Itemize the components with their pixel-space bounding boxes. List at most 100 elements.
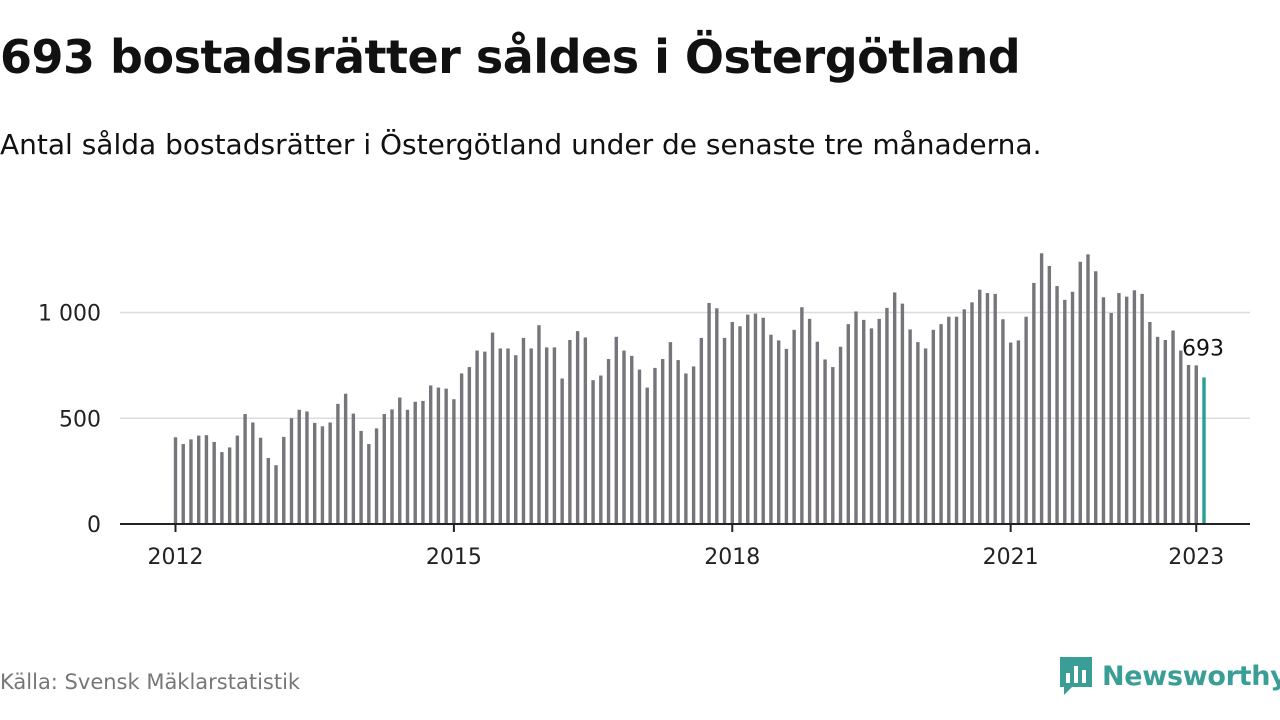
bar	[1078, 261, 1082, 524]
bar	[792, 329, 796, 524]
bar	[459, 373, 464, 524]
bar	[947, 316, 951, 524]
bar	[1047, 265, 1052, 524]
bar	[1163, 340, 1168, 524]
x-tick-label: 2012	[148, 545, 204, 570]
bar	[668, 342, 673, 524]
bar	[204, 435, 209, 524]
bar	[552, 347, 557, 524]
bar	[877, 318, 881, 524]
bar	[1008, 342, 1013, 524]
bar	[312, 422, 317, 524]
bar	[815, 341, 820, 524]
bar	[637, 369, 642, 524]
bar	[707, 302, 711, 524]
bar	[413, 401, 417, 524]
bar	[622, 350, 626, 524]
bar	[962, 309, 966, 524]
bar	[1132, 290, 1137, 524]
bar	[1063, 299, 1067, 524]
bar	[297, 409, 301, 524]
bar	[1094, 271, 1098, 524]
bar	[970, 302, 974, 524]
bar	[235, 435, 240, 524]
bar	[529, 348, 533, 524]
bar	[1179, 350, 1183, 524]
y-tick-label: 1 000	[38, 302, 101, 327]
bar	[568, 340, 572, 524]
bar	[1024, 316, 1028, 524]
bar-chart: 0 500 1 000 2012 2015 2018 2021 2023 693	[38, 253, 1250, 571]
bar	[243, 414, 247, 524]
bar	[212, 441, 216, 524]
bar	[343, 393, 348, 524]
bar	[1186, 364, 1191, 524]
bar	[691, 366, 696, 524]
bar	[189, 439, 193, 524]
bar	[838, 346, 843, 524]
bar	[993, 293, 997, 524]
bar	[575, 331, 580, 524]
bar	[1109, 312, 1113, 524]
bar	[1086, 254, 1090, 524]
bar	[320, 426, 325, 524]
bar	[776, 340, 781, 524]
bar	[282, 436, 286, 524]
newsworthy-logo: Newsworthy	[1058, 654, 1280, 698]
bar	[1101, 297, 1106, 524]
bar-chart-speech-bubble-icon	[1060, 657, 1092, 695]
bar	[452, 399, 456, 524]
bar	[266, 458, 270, 524]
bar	[684, 373, 688, 524]
bar	[467, 367, 472, 524]
bar	[336, 403, 340, 524]
bar	[514, 355, 518, 524]
bar	[173, 437, 178, 524]
bar	[398, 397, 402, 524]
bar	[220, 452, 224, 524]
bar-latest	[1202, 377, 1206, 524]
bar	[1055, 286, 1059, 524]
bar	[227, 447, 232, 524]
x-tick-label: 2023	[1168, 545, 1224, 570]
bar	[923, 348, 928, 524]
bar	[599, 375, 603, 524]
bar	[954, 316, 959, 524]
bar	[382, 414, 386, 524]
bar	[1039, 253, 1044, 524]
bar	[537, 325, 541, 524]
bar	[630, 355, 634, 524]
bar	[258, 437, 263, 524]
bar	[931, 329, 936, 524]
bar	[544, 347, 549, 524]
bar	[699, 337, 704, 524]
bar	[1032, 282, 1036, 524]
bar	[908, 329, 912, 524]
bar	[1140, 293, 1144, 524]
bar	[800, 307, 804, 524]
bar	[1148, 322, 1152, 524]
bar	[289, 418, 294, 524]
latest-value-label: 693	[1182, 336, 1224, 361]
bar	[660, 359, 665, 524]
y-tick-label: 0	[87, 513, 101, 538]
bar	[676, 360, 680, 524]
bar	[274, 465, 278, 524]
chart-labels: 0 500 1 000 2012 2015 2018 2021 2023 693	[38, 302, 1224, 571]
bar	[1124, 296, 1129, 524]
bar	[444, 388, 448, 524]
bar	[498, 348, 502, 524]
chart-subtitle: Antal sålda bostadsrätter i Östergötland…	[0, 128, 1042, 161]
bar	[1016, 340, 1021, 524]
bar	[645, 387, 649, 524]
bar	[521, 337, 526, 524]
x-tick-label: 2021	[983, 545, 1039, 570]
bar	[405, 409, 410, 524]
bar	[769, 334, 773, 524]
bar	[846, 324, 850, 524]
brand-name: Newsworthy	[1102, 660, 1280, 692]
bar	[614, 336, 618, 524]
bar	[591, 380, 595, 524]
bar	[197, 435, 201, 524]
bar	[483, 351, 487, 524]
